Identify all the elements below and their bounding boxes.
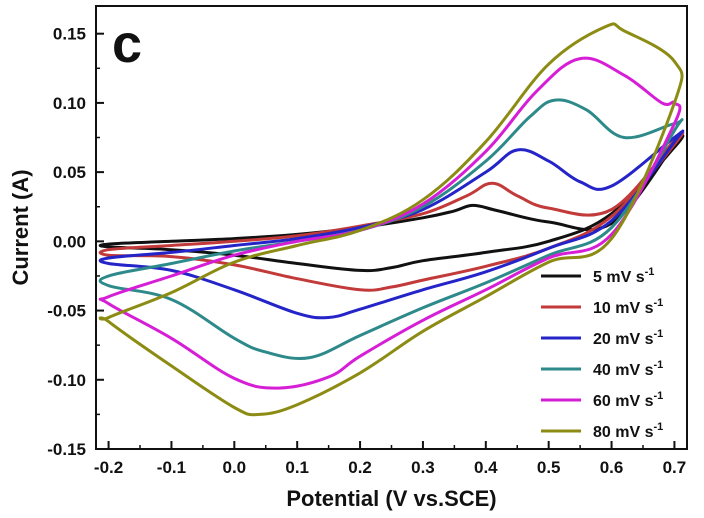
y-tick-label: 0.05 <box>53 163 86 182</box>
legend-label-6: 80 mV s-1 <box>593 421 663 441</box>
x-axis-title: Potential (V vs.SCE) <box>286 486 496 511</box>
y-tick-label: -0.15 <box>47 440 86 459</box>
x-tick-label: -0.2 <box>94 458 123 477</box>
legend-label-4: 40 mV s-1 <box>593 359 663 379</box>
x-tick-label: 0.1 <box>285 458 309 477</box>
y-tick-label: 0.00 <box>53 232 86 251</box>
x-tick-label: 0.4 <box>474 458 498 477</box>
legend-label-3: 20 mV s-1 <box>593 328 663 348</box>
x-tick-label: 0.6 <box>600 458 624 477</box>
x-tick-label: 0.7 <box>663 458 687 477</box>
series-line-3 <box>98 129 685 320</box>
series-line-6 <box>98 22 684 417</box>
series-layer <box>98 22 685 417</box>
y-axis-title: Current (A) <box>8 169 33 285</box>
y-tick-label: -0.05 <box>47 302 86 321</box>
x-axis: -0.2 -0.1 0.0 0.1 0.2 0.3 0.4 0.5 0.6 0.7 <box>94 441 686 477</box>
legend: 5 mV s-1 10 mV s-1 20 mV s-1 40 mV s-1 60 mV… <box>541 266 663 441</box>
y-tick-label: 0.10 <box>53 94 86 113</box>
panel-label: c <box>112 14 142 74</box>
x-tick-label: 0.3 <box>411 458 435 477</box>
x-tick-label: -0.1 <box>157 458 186 477</box>
y-tick-label: -0.10 <box>47 371 86 390</box>
legend-label-1: 5 mV s-1 <box>593 266 654 286</box>
x-tick-label: 0.5 <box>537 458 561 477</box>
legend-label-2: 10 mV s-1 <box>593 297 663 317</box>
x-tick-label: 0.2 <box>348 458 372 477</box>
y-tick-label: 0.15 <box>53 25 86 44</box>
legend-label-5: 60 mV s-1 <box>593 390 663 410</box>
x-tick-label: 0.0 <box>222 458 246 477</box>
y-axis: -0.15 -0.10 -0.05 0.00 0.05 0.10 0.15 <box>47 25 104 459</box>
